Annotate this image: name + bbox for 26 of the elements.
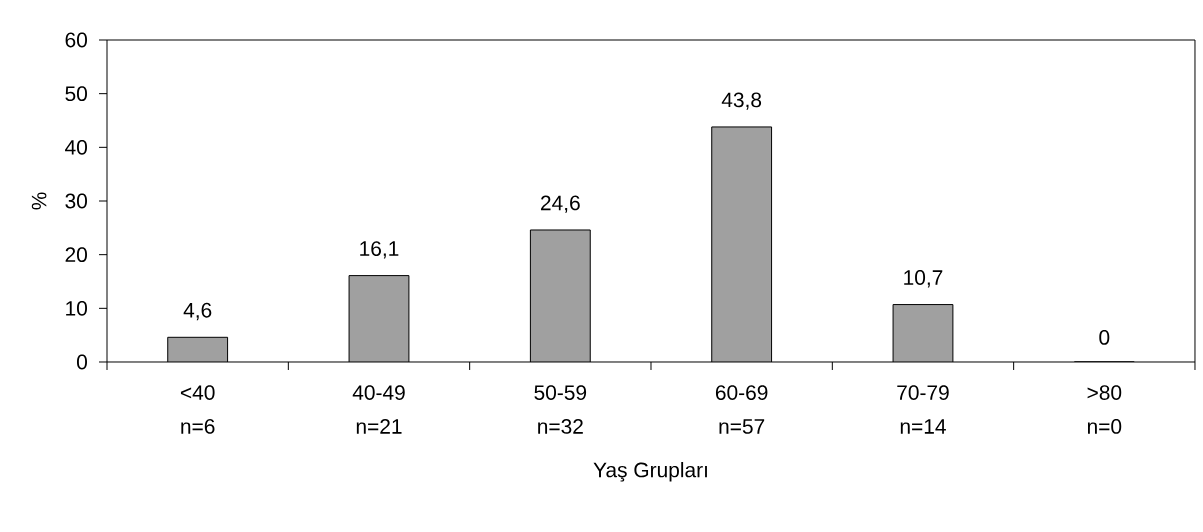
x-tick-label: >80 n=0 [1087,385,1122,434]
x-tick-label: 50-59 n=32 [534,385,587,434]
y-tick-label: 10 [66,300,87,316]
bar [711,126,773,362]
x-tick-label: 70-79 n=14 [897,385,949,434]
bar [529,229,591,362]
x-tick-label: 60-69 n=57 [715,385,768,434]
bar [167,336,229,362]
x-tick-label: <40 n=6 [180,385,215,434]
data-label: 10,7 [904,270,943,288]
data-label: 16,1 [360,241,399,259]
y-tick-label: 40 [65,139,87,155]
bar [348,275,410,362]
y-tick-label: 60 [65,32,87,48]
y-tick-label: 50 [65,86,87,102]
y-axis-title: % [31,192,47,210]
y-tick-label: 0 [77,354,87,370]
data-label: 0 [1099,330,1110,345]
data-label: 4,6 [183,302,212,321]
y-tick-label: 30 [65,193,87,209]
bar [892,304,954,362]
data-label: 24,6 [541,195,580,213]
x-axis-title: Yaş Grupları [593,462,707,482]
y-tick-label: 20 [65,247,87,263]
data-label: 43,8 [721,92,762,110]
x-tick-label: 40-49 n=21 [352,385,405,434]
